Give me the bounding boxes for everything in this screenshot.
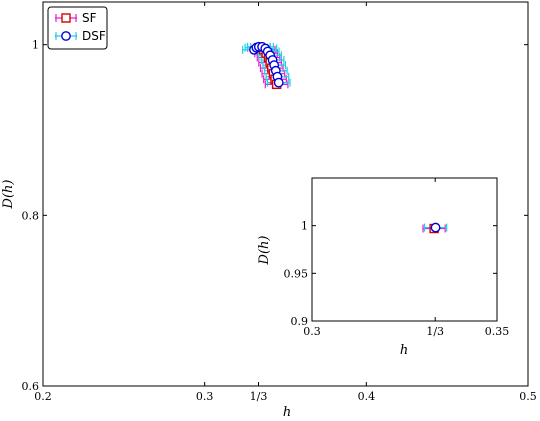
legend-dsf-sample [55, 31, 77, 41]
inset-x-tick-label: 0.35 [485, 325, 510, 338]
legend-dsf-label: DSF [82, 29, 106, 43]
main-y-tick-label: 0.8 [22, 209, 40, 222]
legend-marker [61, 13, 71, 23]
legend-sf-sample [55, 13, 77, 23]
legend: SF DSF [47, 6, 108, 50]
main-x-tick-label: 0.4 [358, 390, 376, 403]
inset-axis-ticks: 0.3 1/3 0.35 0.9 0.95 1 [284, 178, 510, 338]
main-y-tick-label: 1 [32, 39, 39, 52]
legend-sf-label: SF [82, 11, 97, 25]
main-x-tick-label: 0.3 [196, 390, 214, 403]
y-axis-label: D(h) [1, 180, 16, 210]
inset-x-axis-label: h [400, 343, 408, 358]
main-x-tick-label: 0.2 [34, 390, 52, 403]
inset-x-tick-label: 1/3 [426, 325, 444, 338]
inset-x-tick-label: 0.3 [303, 325, 321, 338]
point-dsf [273, 77, 284, 88]
inset-y-axis-label: D(h) [257, 236, 272, 266]
main-y-tick-label: 0.6 [22, 380, 40, 393]
main-x-tick-label: 0.5 [519, 390, 537, 403]
inset-plot-frame [311, 177, 498, 322]
inset-markers [429, 222, 441, 234]
x-axis-label: h [283, 405, 291, 420]
main-axis-ticks: 0.2 0.3 1/3 0.4 0.5 0.6 0.8 1 [22, 2, 537, 403]
legend-marker [61, 31, 71, 41]
inset-y-tick-label: 0.9 [291, 315, 309, 328]
inset-point-dsf [430, 222, 441, 233]
main-markers [249, 41, 284, 90]
inset-y-tick-label: 1 [301, 220, 308, 233]
main-x-tick-label: 1/3 [250, 390, 268, 403]
inset-y-tick-label: 0.95 [284, 267, 309, 280]
